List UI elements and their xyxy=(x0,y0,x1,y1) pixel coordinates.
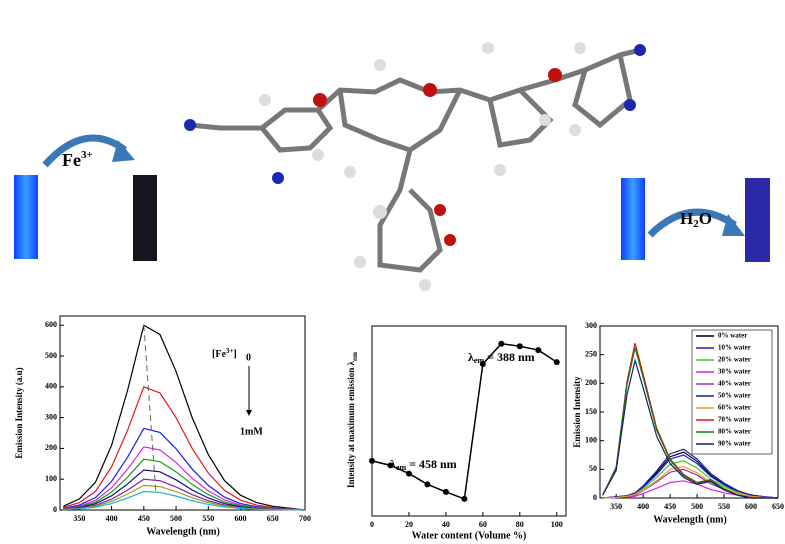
legend-label: 30% water xyxy=(718,368,751,376)
x-tick-label: 600 xyxy=(745,502,757,511)
y-tick-label: 50 xyxy=(589,464,597,473)
y-tick-label: 100 xyxy=(45,474,57,483)
series-line xyxy=(63,490,306,511)
y-axis-label: Intensity at maximum emission λem xyxy=(346,352,359,488)
atoms xyxy=(184,42,646,291)
legend-label: 60% water xyxy=(718,404,751,412)
y-tick-label: 200 xyxy=(45,443,57,452)
x-tick-label: 550 xyxy=(718,502,730,511)
x-tick-label: 500 xyxy=(691,502,703,511)
marker xyxy=(369,457,375,464)
y-tick-label: 300 xyxy=(45,412,57,421)
x-tick-label: 350 xyxy=(610,502,622,511)
marker xyxy=(461,495,468,502)
cuvettes xyxy=(14,175,770,262)
y-axis-label-text: Intensity at maximum emission λ xyxy=(346,360,356,488)
h2o-label: H2O xyxy=(680,209,712,230)
conc-start: 0 xyxy=(246,352,251,363)
x-tick-label: 550 xyxy=(202,514,214,523)
y-axis-label-text: Emission Intensity (a.u) xyxy=(14,367,24,458)
x-tick-label: 400 xyxy=(106,514,118,523)
legend-box xyxy=(691,329,773,455)
legend-label: 20% water xyxy=(718,356,751,364)
arrow-head xyxy=(722,214,745,236)
series-line xyxy=(602,454,779,499)
legend-label: 0% water xyxy=(718,332,747,340)
y-tick-label: 500 xyxy=(45,351,57,360)
x-axis-label: Wavelength (nm) xyxy=(146,526,220,537)
marker xyxy=(387,462,394,469)
legend-label: 90% water xyxy=(718,440,751,448)
series-line xyxy=(63,386,306,511)
conc-end: 1mM xyxy=(240,426,263,437)
x-tick-label: 650 xyxy=(267,514,279,523)
x-tick-label: 80 xyxy=(516,520,524,529)
marker xyxy=(516,343,523,350)
conc-arrow-head xyxy=(246,410,252,416)
plot-frame xyxy=(59,315,306,511)
annotation: λem = 388 nm xyxy=(468,350,535,365)
conc-label: [Fe3+] xyxy=(212,347,237,361)
x-tick-label: 100 xyxy=(551,520,563,529)
y-tick-label: 200 xyxy=(585,378,597,387)
x-tick-label: 0 xyxy=(370,520,374,529)
x-tick-label: 500 xyxy=(170,514,182,523)
marker xyxy=(424,481,431,488)
x-axis-label: Wavelength (nm) xyxy=(653,514,727,525)
series-line xyxy=(62,324,306,511)
marker xyxy=(442,488,449,495)
y-axis-label: Emission Intensity (a.u) xyxy=(14,367,24,458)
x-tick-label: 450 xyxy=(138,514,150,523)
x-tick-label: 60 xyxy=(479,520,487,529)
x-tick-label: 600 xyxy=(235,514,247,523)
legend-label: 50% water xyxy=(718,392,751,400)
y-tick-label: 250 xyxy=(585,349,597,358)
marker xyxy=(535,347,542,354)
marker xyxy=(498,340,505,347)
series-line xyxy=(602,465,779,499)
x-tick-label: 350 xyxy=(73,514,85,523)
y-tick-label: 300 xyxy=(585,321,597,330)
legend-label: 70% water xyxy=(718,416,751,424)
y-tick-label: 400 xyxy=(45,382,57,391)
x-axis-label: Water content (Volume %) xyxy=(412,530,527,541)
y-tick-label: 600 xyxy=(45,320,57,329)
y-tick-label: 0 xyxy=(53,505,57,514)
series-line xyxy=(371,342,558,500)
legend-label: 40% water xyxy=(718,380,751,388)
x-tick-label: 650 xyxy=(772,502,784,511)
y-axis-label: Emission Intensity xyxy=(572,376,582,448)
x-tick-label: 40 xyxy=(442,520,450,529)
legend-label: 10% water xyxy=(718,344,751,352)
marker xyxy=(405,470,412,477)
y-tick-label: 100 xyxy=(585,435,597,444)
y-axis-label-text: Emission Intensity xyxy=(572,376,582,448)
x-tick-label: 400 xyxy=(637,502,649,511)
arrows xyxy=(42,134,737,238)
x-tick-label: 450 xyxy=(664,502,676,511)
series-line xyxy=(63,427,306,511)
series-line xyxy=(602,448,779,499)
legend-label: 80% water xyxy=(718,428,751,436)
molecule xyxy=(189,47,641,273)
series-line xyxy=(602,480,779,499)
y-tick-label: 150 xyxy=(585,407,597,416)
series-line xyxy=(602,358,778,499)
fe-label: Fe3+ xyxy=(62,149,93,171)
plot-frame xyxy=(371,325,567,517)
series-line xyxy=(602,468,779,499)
y-axis-label-sub: em xyxy=(351,352,359,361)
marker xyxy=(479,361,486,367)
x-tick-label: 700 xyxy=(299,514,311,523)
x-tick-label: 20 xyxy=(405,520,413,529)
marker xyxy=(553,359,560,366)
y-tick-label: 0 xyxy=(593,493,597,502)
guide-line xyxy=(143,325,157,492)
arrow-head xyxy=(112,140,135,162)
